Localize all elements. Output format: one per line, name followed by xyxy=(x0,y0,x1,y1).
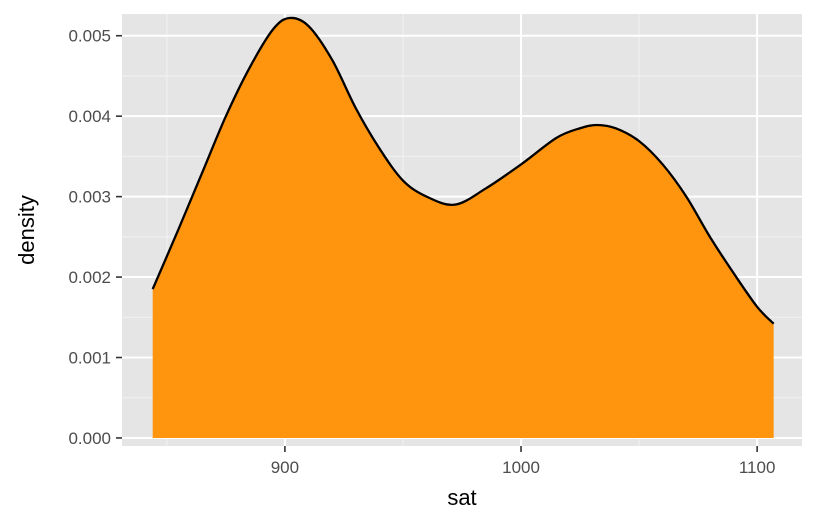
y-axis: 0.000 0.001 0.002 0.003 0.004 0.005 xyxy=(68,27,122,448)
y-tick-label: 0.000 xyxy=(68,429,111,448)
x-axis-title: sat xyxy=(447,485,476,510)
x-tick-label: 1000 xyxy=(502,458,540,477)
y-tick-label: 0.005 xyxy=(68,27,111,46)
x-tick-label: 900 xyxy=(271,458,299,477)
x-tick-label: 1100 xyxy=(739,458,776,477)
y-tick-label: 0.002 xyxy=(68,268,111,287)
y-tick-label: 0.003 xyxy=(68,188,111,207)
y-tick-label: 0.004 xyxy=(68,107,111,126)
y-axis-title: density xyxy=(14,195,39,265)
density-area xyxy=(152,17,774,438)
x-axis: 900 1000 1100 xyxy=(271,446,776,477)
density-line xyxy=(151,16,775,325)
y-tick-label: 0.001 xyxy=(68,349,111,368)
